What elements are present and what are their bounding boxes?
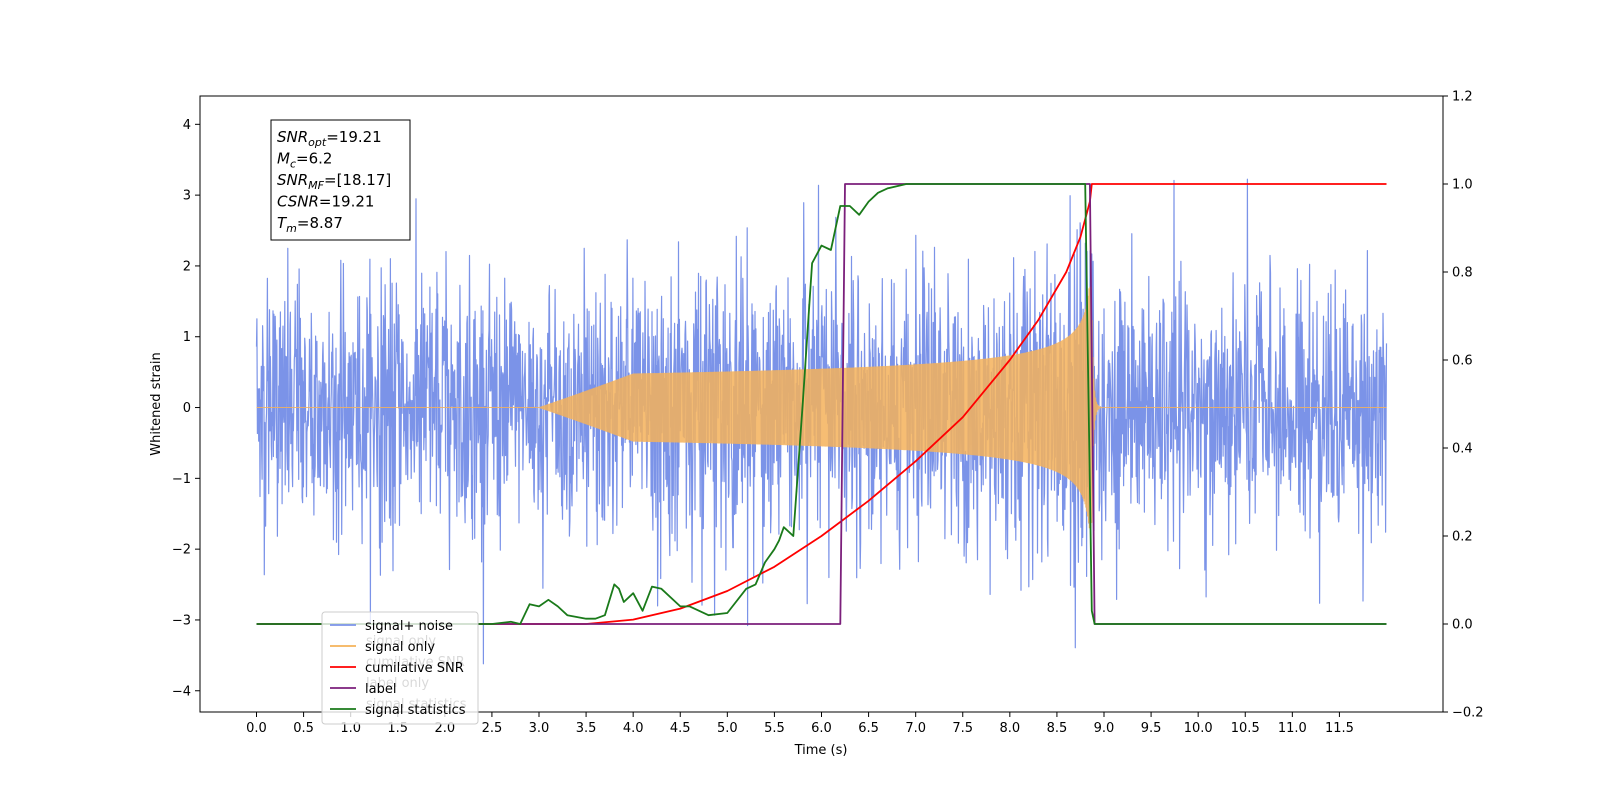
x-tick-label: 6.0 xyxy=(811,721,832,736)
annotation-symbol: SNR xyxy=(277,171,308,189)
plot-data xyxy=(255,178,1388,665)
y-right-tick-label: 0.8 xyxy=(1452,266,1473,281)
x-tick-label: 10.5 xyxy=(1231,721,1260,736)
y-tick-label: −3 xyxy=(172,613,191,628)
x-tick-label: 3.5 xyxy=(576,721,597,736)
x-tick-label: 10.0 xyxy=(1184,721,1213,736)
y-right-tick-label: 1.0 xyxy=(1452,178,1473,193)
annotation-line: CSNR=19.21 xyxy=(277,193,374,211)
annotation-box: SNRopt=19.21Mc=6.2SNRMF=[18.17]CSNR=19.2… xyxy=(270,119,411,241)
x-tick-label: 1.0 xyxy=(340,721,361,736)
x-tick-label: 3.0 xyxy=(529,721,550,736)
legend-ghost-label: cumilative SNR xyxy=(366,655,465,670)
annotation-symbol: SNR xyxy=(277,128,308,146)
x-tick-label: 8.5 xyxy=(1047,721,1068,736)
y-tick-label: 1 xyxy=(183,330,191,345)
x-tick-label: 4.0 xyxy=(623,721,644,736)
legend-label: cumilative SNR xyxy=(365,661,464,676)
annotation-symbol: T xyxy=(277,214,288,232)
x-tick-label: 1.5 xyxy=(387,721,408,736)
x-tick-label: 9.0 xyxy=(1094,721,1115,736)
series-signal-only xyxy=(256,286,1387,529)
x-tick-label: 2.0 xyxy=(434,721,455,736)
x-tick-label: 9.5 xyxy=(1141,721,1162,736)
x-tick-label: 0.0 xyxy=(246,721,267,736)
x-tick-label: 11.0 xyxy=(1278,721,1307,736)
y-tick-label: −2 xyxy=(172,543,191,558)
y-right-tick-label: 0.4 xyxy=(1452,442,1473,457)
y-axis-left: 4 3 2 1 0 −1 −2 −3 −4 xyxy=(172,118,200,699)
annotation-value: =19.21 xyxy=(326,128,382,146)
y-axis-right: 1.2 1.0 0.8 0.6 0.4 0.2 0.0 −0.2 xyxy=(1443,90,1484,721)
legend-frame xyxy=(321,611,479,725)
annotation-value: =6.2 xyxy=(296,150,332,168)
annotation-subscript: c xyxy=(290,158,296,171)
x-axis-label: Time (s) xyxy=(794,743,848,758)
legend-label: signal statistics xyxy=(365,703,466,718)
annotation-value: =8.87 xyxy=(297,214,343,232)
y-right-tick-label: 0.2 xyxy=(1452,530,1473,545)
series-signal-statistics xyxy=(256,183,1387,625)
x-tick-label: 0.5 xyxy=(293,721,314,736)
annotation-subscript: MF xyxy=(308,179,324,192)
x-tick-label: 5.5 xyxy=(764,721,785,736)
annotation-frame xyxy=(270,119,411,241)
legend-label: signal+ noise xyxy=(365,619,453,634)
annotation-line: Tm=8.87 xyxy=(277,214,343,235)
x-tick-label: 11.5 xyxy=(1325,721,1354,736)
legend-ghost-label: signal only xyxy=(366,634,436,649)
y-tick-label: −1 xyxy=(172,472,191,487)
y-right-tick-label: 0.6 xyxy=(1452,354,1473,369)
x-tick-label: 6.5 xyxy=(858,721,879,736)
y-axis-label: Whitened strain xyxy=(149,352,164,455)
legend-label: label xyxy=(365,682,396,697)
x-tick-label: 4.5 xyxy=(670,721,691,736)
series-signal-noise xyxy=(255,178,1388,665)
y-tick-label: 0 xyxy=(183,401,191,416)
y-right-tick-label: −0.2 xyxy=(1452,706,1484,721)
annotation-subscript: opt xyxy=(308,136,327,149)
annotation-symbol: CSNR xyxy=(277,193,319,211)
legend-label: signal only xyxy=(365,640,435,655)
x-tick-label: 5.0 xyxy=(717,721,738,736)
y-tick-label: −4 xyxy=(172,684,191,699)
annotation-line: SNRopt=19.21 xyxy=(277,128,382,149)
y-right-tick-label: 0.0 xyxy=(1452,618,1473,633)
annotation-line: SNRMF=[18.17] xyxy=(277,171,391,192)
legend-ghost-label: signal statistics xyxy=(366,697,467,712)
x-axis: 0.0 0.5 1.0 1.5 2.0 2.5 3.0 3.5 4.0 4.5 5.0 5.5 6.0 6… xyxy=(246,712,1354,736)
annotation-subscript: m xyxy=(286,222,297,235)
x-tick-label: 7.5 xyxy=(952,721,973,736)
annotation-value: =19.21 xyxy=(319,193,375,211)
y-tick-label: 4 xyxy=(183,118,191,133)
series-layer xyxy=(255,178,1388,665)
x-tick-label: 8.0 xyxy=(999,721,1020,736)
y-right-tick-label: 1.2 xyxy=(1452,90,1473,105)
y-tick-label: 3 xyxy=(183,189,191,204)
annotation-symbol: M xyxy=(277,150,290,168)
legend-ghost-label: label only xyxy=(366,676,429,691)
annotation-line: Mc=6.2 xyxy=(277,150,332,171)
annotation-value: =[18.17] xyxy=(324,171,391,189)
y-tick-label: 2 xyxy=(183,259,191,274)
x-tick-label: 2.5 xyxy=(482,721,503,736)
x-tick-label: 7.0 xyxy=(905,721,926,736)
